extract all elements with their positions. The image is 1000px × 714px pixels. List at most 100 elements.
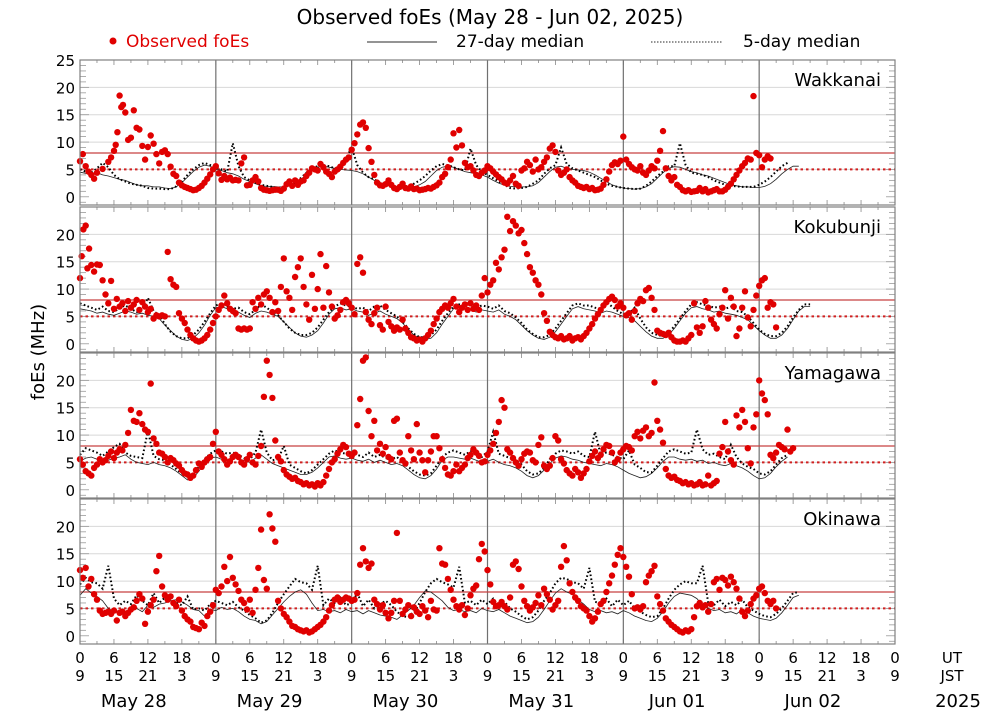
observed-point (334, 312, 341, 319)
observed-point (761, 274, 768, 282)
y-tick-label: 10 (56, 573, 75, 591)
observed-point (266, 511, 273, 518)
observed-point (269, 394, 276, 402)
observed-point (416, 449, 423, 456)
observed-point (99, 277, 106, 284)
observed-point (625, 573, 633, 580)
observed-point (538, 291, 545, 298)
observed-point (464, 306, 471, 314)
observed-point (515, 462, 522, 469)
observed-point (744, 445, 751, 452)
observed-point (560, 542, 568, 550)
observed-point (303, 301, 310, 308)
observed-point (758, 583, 766, 590)
observed-point (207, 326, 214, 333)
observed-point (388, 609, 395, 616)
x-tick-label-ut: 0 (211, 649, 221, 667)
observed-point (625, 310, 633, 317)
x-tick-label-jst: 15 (376, 667, 395, 685)
x-tick-label-ut: 12 (818, 649, 837, 667)
observed-point (79, 461, 87, 468)
observed-point (144, 143, 152, 151)
observed-point (611, 296, 618, 304)
y-tick-label: 5 (65, 308, 75, 326)
observed-point (597, 451, 604, 458)
observed-point (549, 454, 556, 462)
observed-point (136, 306, 143, 314)
observed-point (371, 310, 378, 317)
observed-point (591, 615, 599, 622)
observed-point (705, 608, 712, 615)
observed-point (784, 426, 791, 433)
observed-point (266, 371, 273, 379)
observed-point (540, 585, 548, 592)
observed-point (306, 316, 313, 323)
observed-point (158, 583, 166, 590)
observed-point (175, 310, 183, 317)
x-tick-label-jst: 21 (546, 667, 565, 685)
observed-point (756, 282, 763, 289)
observed-point (467, 592, 474, 599)
observed-point (314, 285, 321, 293)
x-tick-label-jst: 9 (890, 667, 900, 685)
observed-point (79, 574, 87, 581)
x-tick-label-jst: 9 (75, 667, 85, 685)
x-tick-label-ut: 18 (580, 649, 599, 667)
observed-point (526, 161, 534, 169)
observed-point (368, 560, 375, 567)
x-tick-label-ut: 0 (754, 649, 764, 667)
observed-point (274, 597, 282, 604)
observed-point (257, 301, 265, 308)
x-tick-label-ut: 12 (546, 649, 565, 667)
observed-point (393, 415, 401, 422)
observed-point (110, 607, 118, 614)
x-day-label: May 30 (373, 691, 439, 712)
observed-point (407, 612, 415, 620)
observed-point (263, 288, 270, 295)
observed-point (648, 429, 655, 437)
observed-point (122, 109, 129, 116)
observed-point (555, 437, 562, 444)
observed-point (761, 589, 768, 597)
observed-point (351, 311, 358, 318)
station-panels: 0 5 10 15 20 25 Wakkanai 0 5 10 15 20 Kokubunji 0 5 10 1… (56, 52, 896, 646)
x-tick-label-jst: 9 (211, 667, 221, 685)
observed-point (747, 600, 754, 608)
x-tick-label-ut: 18 (851, 649, 870, 667)
observed-point (540, 310, 548, 317)
observed-point (90, 591, 98, 598)
observed-point (269, 308, 276, 316)
observed-point (498, 254, 505, 261)
observed-point (224, 577, 231, 585)
observed-point (532, 156, 539, 163)
observed-point (733, 412, 740, 419)
observed-point (82, 222, 89, 229)
observed-point (257, 526, 265, 533)
x-tick-label-ut: 6 (653, 649, 663, 667)
observed-point (99, 165, 106, 173)
observed-point (501, 404, 508, 411)
observed-point (204, 331, 211, 339)
observed-point (272, 538, 279, 545)
observed-point (286, 294, 293, 301)
observed-point (136, 126, 143, 133)
observed-point (535, 441, 542, 449)
observed-point (255, 178, 262, 185)
observed-point (130, 604, 137, 611)
observed-point (586, 458, 593, 465)
observed-point (569, 588, 576, 596)
observed-point (359, 545, 367, 552)
observed-point (218, 302, 225, 309)
observed-point (705, 472, 712, 479)
observed-point (300, 283, 307, 291)
observed-point (153, 150, 160, 158)
observed-point (569, 472, 576, 479)
observed-point (354, 131, 361, 138)
observed-point (639, 297, 647, 305)
observed-point (761, 396, 768, 404)
observed-point (498, 396, 505, 404)
x-tick-label-jst: 3 (177, 667, 187, 685)
observed-point (308, 271, 316, 278)
x-tick-label-ut: 0 (619, 649, 629, 667)
observed-point (277, 283, 285, 291)
